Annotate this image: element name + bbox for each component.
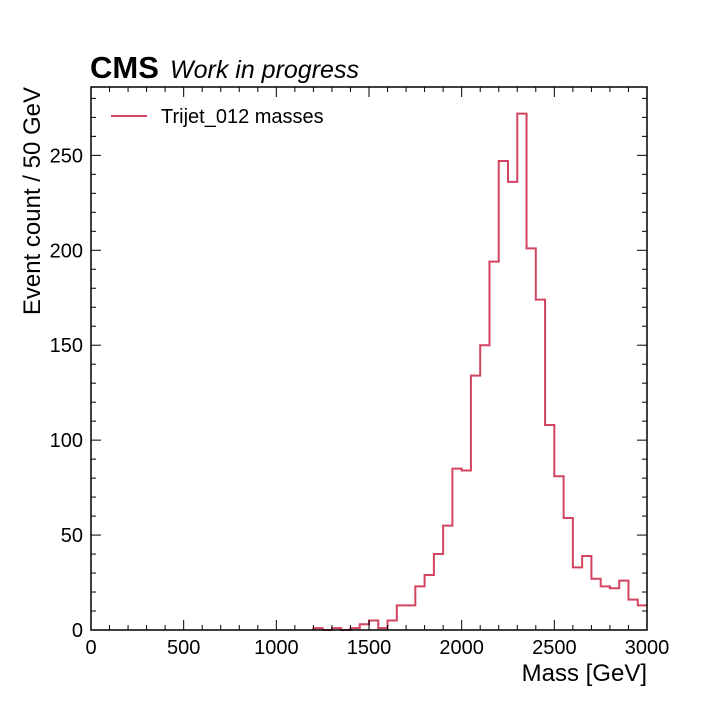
x-axis-title: Mass [GeV] [522, 660, 647, 687]
x-axis: 0 500 1000 1500 2000 2500 3000 [85, 87, 669, 659]
histogram-bin [564, 518, 573, 630]
histogram-bin [415, 586, 424, 630]
histogram-bin [638, 605, 647, 630]
legend: Trijet_012 masses [111, 106, 324, 128]
histogram-bin [573, 567, 582, 630]
histogram-bin [508, 182, 517, 630]
x-tick-label: 2500 [532, 637, 577, 659]
histogram-bin [527, 248, 536, 630]
histogram-series-line [312, 112, 647, 631]
histogram-bin [610, 588, 619, 630]
histogram-bin [452, 469, 461, 630]
y-axis-title: Event count / 50 GeV [19, 87, 46, 315]
x-tick-label: 1000 [254, 637, 299, 659]
plot-area [90, 86, 648, 631]
y-tick-label: 200 [50, 240, 83, 262]
histogram-bin [443, 526, 452, 630]
histogram-bin [545, 425, 554, 630]
status-label: Work in progress [170, 56, 359, 84]
histogram-bin [434, 554, 443, 630]
y-tick-label: 250 [50, 145, 83, 167]
histogram-bin [480, 345, 489, 630]
experiment-label: CMS [90, 50, 159, 85]
histogram-bin [471, 376, 480, 630]
histogram-bin [360, 624, 369, 630]
histogram-bin [601, 586, 610, 630]
histogram-bin [591, 579, 600, 630]
histogram-bin [554, 476, 563, 630]
histogram-bin [369, 621, 378, 630]
histogram-bin [628, 600, 637, 630]
histogram-bin [397, 605, 406, 630]
histogram-bin [499, 161, 508, 630]
histogram-bin [619, 581, 628, 630]
histogram-bin [517, 114, 526, 630]
y-axis: 0 50 100 150 200 250 [50, 97, 647, 642]
y-tick-label: 100 [50, 430, 83, 452]
legend-entry: Trijet_012 masses [161, 106, 324, 128]
histogram-bin [489, 262, 498, 630]
x-tick-label: 0 [85, 637, 96, 659]
x-tick-label: 500 [167, 637, 200, 659]
histogram-bin [425, 575, 434, 630]
y-tick-label: 0 [72, 620, 83, 642]
histogram-bin [388, 621, 397, 630]
histogram-bin [406, 605, 415, 630]
x-tick-label: 1500 [347, 637, 392, 659]
x-tick-label: 2000 [439, 637, 484, 659]
histogram-bin [462, 471, 471, 630]
y-tick-label: 50 [61, 525, 83, 547]
histogram-bin [536, 300, 545, 630]
histogram-bin [582, 556, 591, 630]
x-tick-label: 3000 [625, 637, 670, 659]
header-svg: CMS Work in progress [90, 50, 359, 85]
y-tick-label: 150 [50, 335, 83, 357]
